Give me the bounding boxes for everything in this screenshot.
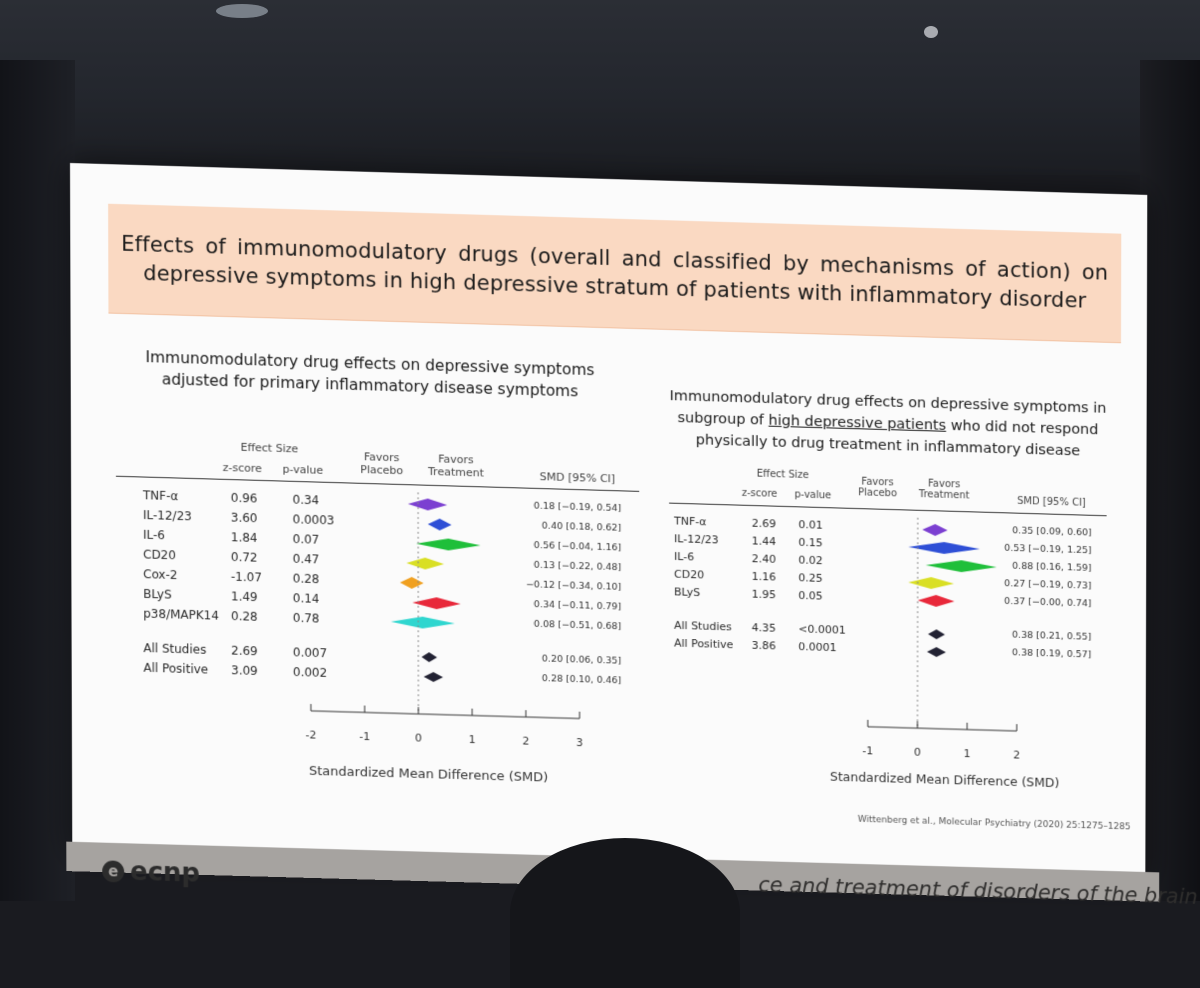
left-tick-label-0: 0	[415, 732, 422, 745]
ceiling-light	[216, 4, 268, 18]
audience-head-silhouette	[510, 838, 740, 988]
left-tick-label-3: 3	[576, 736, 583, 749]
right-il-12-23-diamond	[908, 541, 980, 555]
right-tick-label-0: 0	[914, 746, 921, 759]
right-il-6-p-value: 0.02	[798, 554, 822, 568]
right-cd20-p-value: 0.25	[798, 571, 822, 584]
right-blys-z-score: 1.95	[752, 588, 776, 601]
right-il-12-23-z-score: 1.44	[752, 535, 776, 549]
right-blys-diamond	[918, 594, 955, 607]
left-il-6-diamond	[416, 538, 481, 552]
right-tick-label--1: -1	[862, 744, 873, 757]
right-tnf--label: TNF-α	[674, 515, 706, 529]
right-all-studies-p-value: <0.0001	[798, 623, 845, 637]
right-all-studies-diamond	[928, 629, 945, 639]
left-x-axis	[311, 711, 580, 719]
right-header-effect-size: Effect Size	[757, 469, 809, 481]
ecnp-logo-text: ecnp	[130, 857, 200, 888]
left-p38-mapk14-diamond	[391, 616, 455, 630]
left-tick-label--1: -1	[359, 730, 370, 743]
left-all-studies-diamond	[422, 652, 438, 662]
right-all-positive-z-score: 3.86	[752, 639, 776, 652]
left-tick-label--2: -2	[305, 728, 316, 741]
right-all-positive-p-value: 0.0001	[798, 640, 836, 654]
right-cd20-z-score: 1.16	[752, 570, 776, 583]
room-wall-left	[0, 60, 75, 901]
left-tick-label-2: 2	[522, 735, 529, 748]
right-il-12-23-label: IL-12/23	[674, 532, 719, 546]
right-all-positive-diamond	[927, 647, 946, 657]
right-all-studies-z-score: 4.35	[752, 621, 776, 634]
room-wall-right	[1140, 60, 1200, 901]
left-tnf--diamond	[408, 498, 447, 511]
right-blys-p-value: 0.05	[798, 589, 822, 602]
ecnp-logo-mark-icon: e	[102, 860, 124, 882]
right-il-6-z-score: 2.40	[752, 552, 776, 566]
left-cd20-diamond	[406, 557, 444, 570]
right-header-smd: SMD [95% CI]	[1017, 496, 1086, 509]
ceiling-sensor	[924, 26, 938, 38]
right-plot-title: Immunomodulatory drug effects on depress…	[659, 385, 1117, 463]
right-cd20-label: CD20	[674, 568, 704, 582]
ecnp-logo: e ecnp	[102, 856, 200, 888]
room-ceiling	[0, 0, 1200, 175]
left-blys-diamond	[412, 597, 460, 610]
right-blys-label: BLyS	[674, 585, 700, 599]
right-x-axis	[868, 727, 1017, 731]
right-il-6-label: IL-6	[674, 550, 694, 563]
right-tnf--p-value: 0.01	[798, 518, 822, 532]
right-header-p: p-value	[794, 489, 831, 501]
right-all-studies-label: All Studies	[674, 619, 732, 633]
right-cd20-diamond	[908, 576, 954, 589]
left-tick-label-1: 1	[469, 733, 476, 746]
projected-slide: Effects of immunomodulatory drugs (overa…	[70, 163, 1147, 884]
left-il-12-23-diamond	[428, 518, 452, 531]
right-tnf--z-score: 2.69	[752, 517, 776, 531]
right-tick-label-2: 2	[1013, 749, 1020, 762]
left-cox-2-diamond	[400, 577, 424, 590]
right-header-z: z-score	[742, 488, 778, 500]
left-all-positive-diamond	[424, 672, 443, 682]
right-all-positive-label: All Positive	[674, 637, 733, 651]
right-tick-label-1: 1	[964, 747, 971, 760]
right-tnf--diamond	[922, 524, 947, 537]
right-il-12-23-p-value: 0.15	[798, 536, 822, 550]
